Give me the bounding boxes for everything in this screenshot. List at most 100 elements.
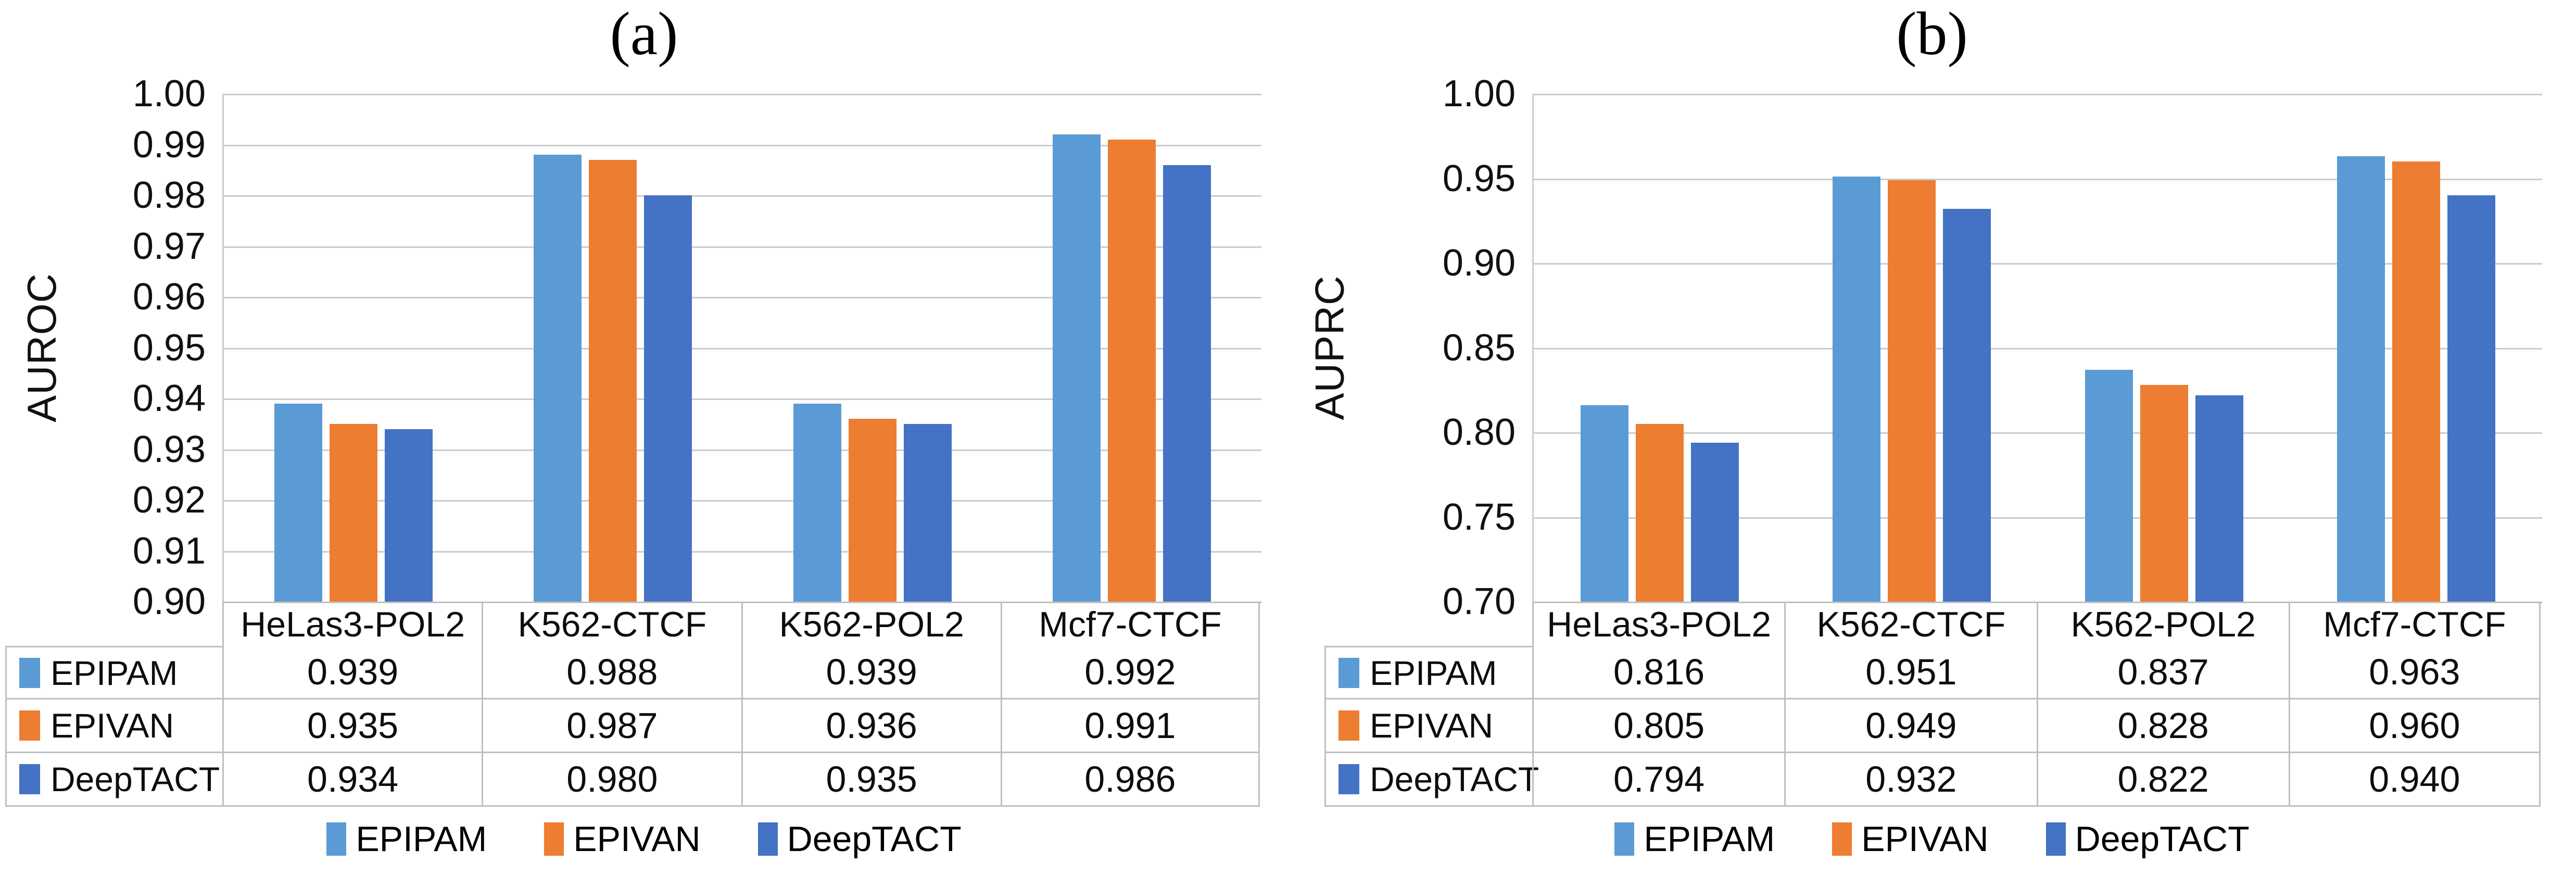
legend-label: DeepTACT bbox=[2075, 819, 2250, 859]
category-header: HeLas3-POL2 bbox=[222, 602, 482, 646]
series-name: EPIVAN bbox=[50, 706, 174, 745]
legend-item-deeptact: DeepTACT bbox=[2045, 819, 2250, 859]
y-tick-label: 0.75 bbox=[1442, 496, 1516, 538]
bar-epivan-mcf7-ctcf bbox=[2392, 161, 2440, 602]
gridline bbox=[1534, 432, 2542, 434]
legend-item-deeptact: DeepTACT bbox=[757, 819, 962, 859]
y-tick-label: 0.80 bbox=[1442, 411, 1516, 454]
series-swatch-icon bbox=[1338, 710, 1359, 741]
bar-deeptact-k562-pol2 bbox=[2195, 395, 2243, 602]
y-tick-label: 0.98 bbox=[132, 174, 206, 216]
table-value: 0.935 bbox=[222, 699, 482, 753]
table-value: 0.963 bbox=[2288, 646, 2541, 699]
table-value: 0.939 bbox=[741, 646, 1001, 699]
category-header: Mcf7-CTCF bbox=[2288, 602, 2541, 646]
legend-swatch-icon bbox=[326, 822, 347, 856]
y-tick-label: 0.90 bbox=[1442, 242, 1516, 284]
table-value: 0.992 bbox=[1000, 646, 1260, 699]
y-tick-label: 0.90 bbox=[132, 581, 206, 622]
legend: EPIPAM EPIVAN DeepTACT bbox=[0, 819, 1288, 859]
gridline bbox=[224, 195, 1261, 197]
table-value: 0.940 bbox=[2288, 753, 2541, 807]
plot-area bbox=[222, 94, 1261, 603]
bar-epipam-helas3-pol2 bbox=[274, 403, 323, 602]
bar-deeptact-mcf7-ctcf bbox=[1163, 165, 1211, 602]
bar-deeptact-k562-ctcf bbox=[1943, 209, 1991, 602]
bar-epivan-k562-pol2 bbox=[848, 419, 896, 602]
gridline bbox=[224, 449, 1261, 451]
table-value: 0.949 bbox=[1784, 699, 2037, 753]
category-header: K562-CTCF bbox=[482, 602, 741, 646]
table-value: 0.828 bbox=[2036, 699, 2289, 753]
series-label-cell: EPIVAN bbox=[5, 699, 222, 753]
gridline bbox=[224, 94, 1261, 95]
y-tick-label: 0.99 bbox=[132, 123, 206, 166]
table-value: 0.991 bbox=[1000, 699, 1260, 753]
plot-area bbox=[1532, 94, 2542, 603]
table-value: 0.988 bbox=[482, 646, 741, 699]
table-value: 0.934 bbox=[222, 753, 482, 807]
y-tick-label: 1.00 bbox=[132, 73, 206, 115]
table-value: 0.935 bbox=[741, 753, 1001, 807]
y-axis-tick-labels: 0.90 0.91 0.92 0.93 0.94 0.95 0.96 0.97 0.98 0.99… bbox=[0, 75, 206, 620]
table-value: 0.816 bbox=[1532, 646, 1785, 699]
y-tick-label: 0.95 bbox=[1442, 157, 1516, 199]
bar-epivan-helas3-pol2 bbox=[1636, 423, 1684, 602]
bar-deeptact-k562-pol2 bbox=[903, 423, 952, 602]
panel-a-title: (a) bbox=[610, 0, 678, 68]
y-tick-label: 0.93 bbox=[132, 428, 206, 470]
table-value: 0.951 bbox=[1784, 646, 2037, 699]
gridline bbox=[1534, 178, 2542, 180]
legend-swatch-icon bbox=[1614, 822, 1635, 856]
y-tick-label: 0.70 bbox=[1442, 581, 1516, 622]
table-value: 0.932 bbox=[1784, 753, 2037, 807]
legend-item-epivan: EPIVAN bbox=[544, 819, 701, 859]
bar-epipam-k562-pol2 bbox=[2085, 369, 2133, 602]
series-swatch-icon bbox=[19, 764, 40, 794]
gridline bbox=[224, 144, 1261, 146]
table-value: 0.980 bbox=[482, 753, 741, 807]
table-corner-cell bbox=[1324, 602, 1532, 646]
bar-epivan-k562-pol2 bbox=[2140, 385, 2188, 602]
panel-b: (b) AUPRC 0.70 0.75 0.80 0.85 0.90 0.95 1.00 H… bbox=[1288, 0, 2576, 875]
legend-swatch-icon bbox=[544, 822, 564, 856]
bar-epipam-mcf7-ctcf bbox=[1052, 134, 1101, 602]
legend-swatch-icon bbox=[2045, 822, 2066, 856]
legend-label: EPIVAN bbox=[1861, 819, 1989, 859]
legend-item-epipam: EPIPAM bbox=[1614, 819, 1775, 859]
legend-label: EPIVAN bbox=[573, 819, 701, 859]
gridline bbox=[1534, 347, 2542, 349]
series-name: EPIPAM bbox=[1370, 653, 1497, 692]
series-label-cell: EPIVAN bbox=[1324, 699, 1532, 753]
bar-epipam-k562-pol2 bbox=[793, 403, 841, 602]
series-swatch-icon bbox=[19, 657, 40, 688]
table-value: 0.939 bbox=[222, 646, 482, 699]
bar-deeptact-helas3-pol2 bbox=[1691, 442, 1739, 602]
table-value: 0.822 bbox=[2036, 753, 2289, 807]
y-tick-label: 0.95 bbox=[132, 327, 206, 369]
category-header: K562-CTCF bbox=[1784, 602, 2037, 646]
series-label-cell: DeepTACT bbox=[1324, 753, 1539, 807]
series-name: DeepTACT bbox=[1370, 760, 1539, 798]
gridline bbox=[224, 398, 1261, 400]
bar-deeptact-k562-ctcf bbox=[644, 195, 692, 602]
gridline bbox=[224, 551, 1261, 553]
y-tick-label: 0.92 bbox=[132, 479, 206, 521]
series-name: EPIVAN bbox=[1370, 706, 1494, 745]
table-corner-cell bbox=[5, 602, 222, 646]
table-value: 0.987 bbox=[482, 699, 741, 753]
series-name: DeepTACT bbox=[50, 760, 220, 798]
y-tick-label: 0.91 bbox=[132, 530, 206, 572]
bar-epivan-k562-ctcf bbox=[589, 159, 637, 602]
y-axis-tick-labels: 0.70 0.75 0.80 0.85 0.90 0.95 1.00 bbox=[1288, 75, 1516, 620]
series-label-cell: EPIPAM bbox=[1324, 646, 1532, 699]
category-header: K562-POL2 bbox=[2036, 602, 2289, 646]
bar-epivan-mcf7-ctcf bbox=[1107, 139, 1156, 602]
table-value: 0.936 bbox=[741, 699, 1001, 753]
gridline bbox=[1534, 263, 2542, 265]
gridline bbox=[224, 500, 1261, 502]
legend-label: DeepTACT bbox=[787, 819, 962, 859]
legend-label: EPIPAM bbox=[356, 819, 487, 859]
table-value: 0.794 bbox=[1532, 753, 1785, 807]
series-label-cell: DeepTACT bbox=[5, 753, 222, 807]
